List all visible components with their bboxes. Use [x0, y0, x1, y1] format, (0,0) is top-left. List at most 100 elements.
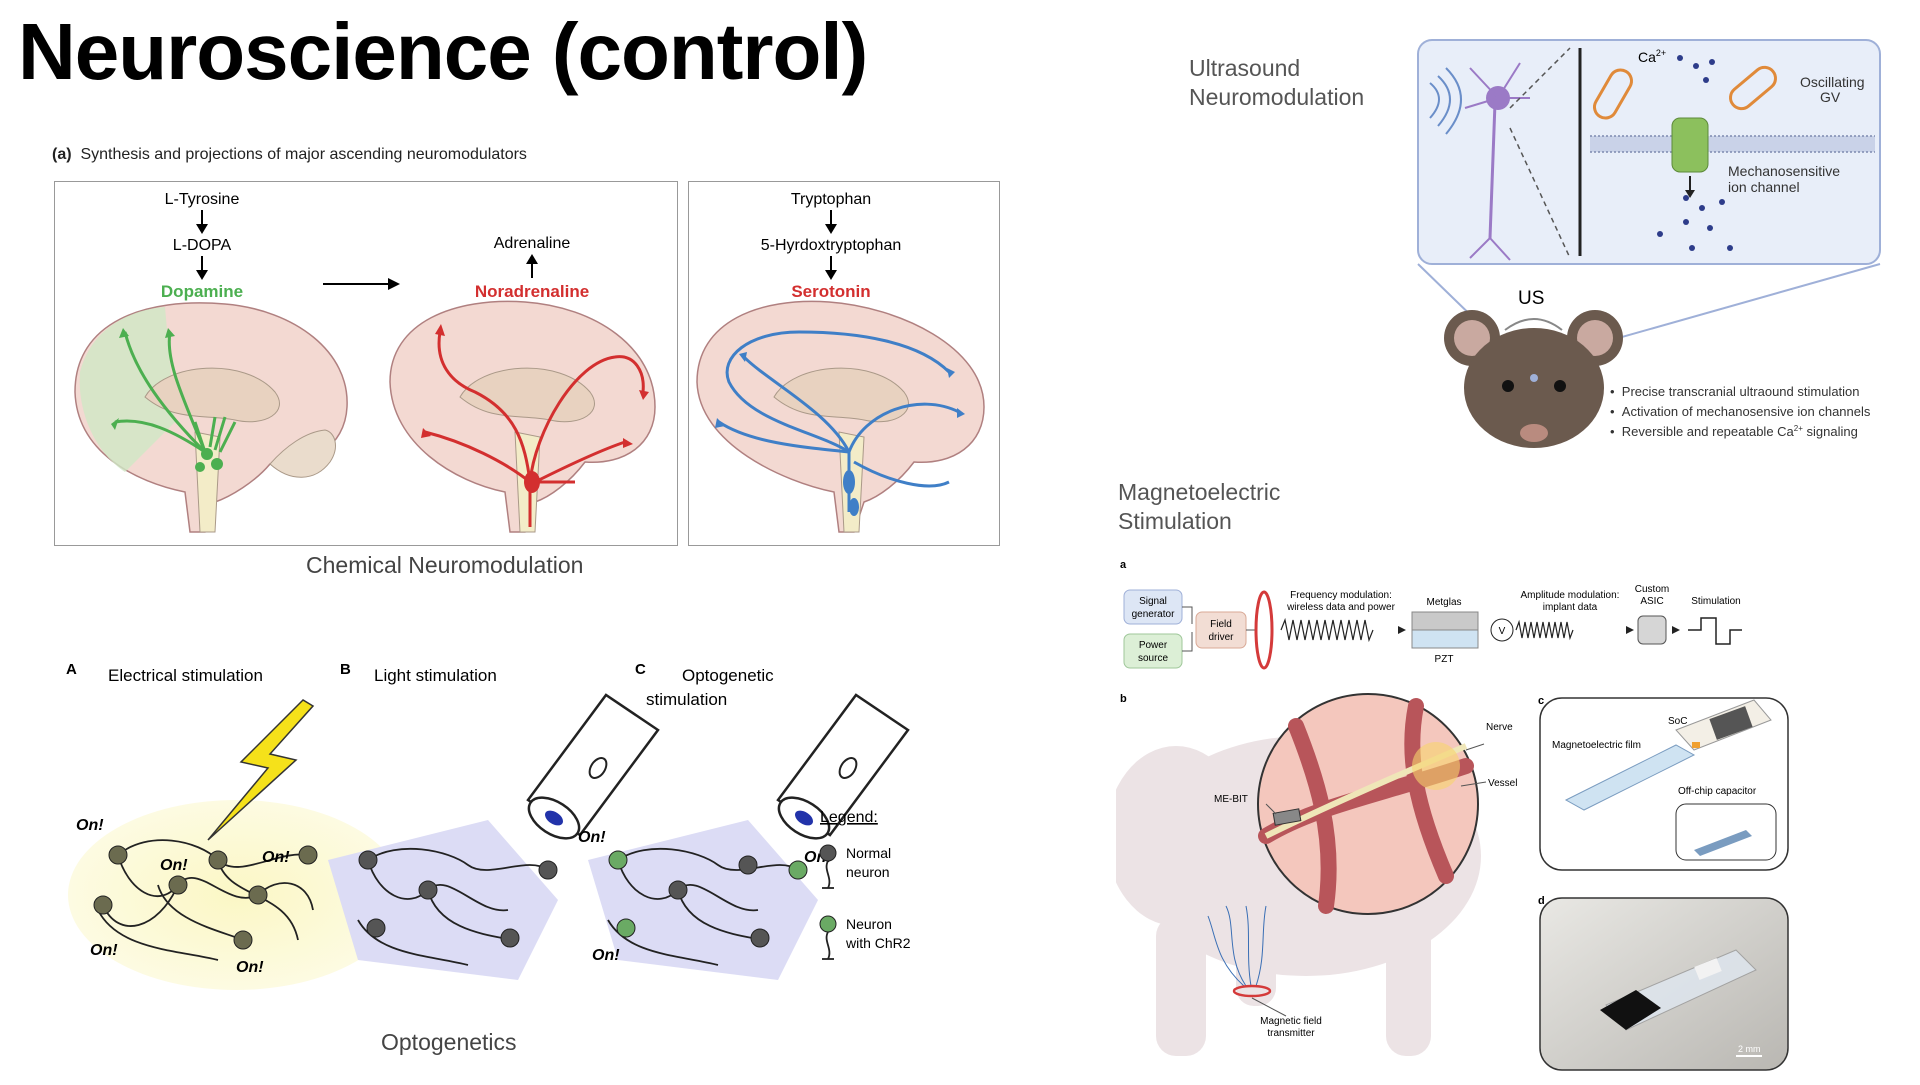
- signal-generator-1: Signal: [1139, 596, 1167, 607]
- chr2-neuron-icon: [819, 915, 837, 933]
- panel-a-label: a: [1120, 559, 1127, 571]
- transmitter-2: transmitter: [1267, 1028, 1315, 1039]
- device-schematic: c SoC Magnetoelectric film Off-chip capa…: [1538, 695, 1789, 871]
- adrenaline-label: Adrenaline: [494, 235, 571, 252]
- bullet-3-sup: 2+: [1794, 424, 1803, 433]
- voltmeter-symbol: V: [1499, 626, 1506, 637]
- l-tyrosine-label: L-Tyrosine: [165, 191, 240, 208]
- stimulation-waveform: [1688, 617, 1742, 645]
- ca-sup: 2+: [1656, 48, 1666, 58]
- arrow-right-icon: [388, 278, 400, 290]
- on-label: On!: [592, 947, 620, 964]
- catecholamine-diagram: L-Tyrosine L-DOPA Dopamine Adrenaline No…: [74, 191, 656, 533]
- freq-mod-2: wireless data and power: [1286, 602, 1396, 613]
- bullet-2-text: Activation of mechanosensive ion channel…: [1622, 404, 1871, 419]
- pzt-label: PZT: [1435, 654, 1454, 665]
- fm-wave: [1280, 617, 1374, 643]
- me-block-diagram: a Signal generator Power source Field dr…: [1120, 559, 1742, 670]
- device-body: [1600, 990, 1661, 1030]
- am-wave: [1515, 619, 1574, 641]
- me-panel-a: a Signal generator Power source Field dr…: [1116, 552, 1786, 677]
- hydroxytryptophan-label: 5-Hyrdoxtryptophan: [761, 237, 902, 254]
- neurons-a: [93, 845, 318, 950]
- coil-icon: [1254, 590, 1274, 670]
- pig-illustration: b Magnetic field transmitter ME-BIT Nerv…: [1106, 693, 1517, 1056]
- on-label: On!: [76, 817, 104, 834]
- bullet-1: • Precise transcranial ultraound stimula…: [1610, 384, 1860, 399]
- amp-mod-2: implant data: [1543, 602, 1598, 613]
- l-dopa-label: L-DOPA: [173, 237, 232, 254]
- serotonin-diagram: Tryptophan 5-Hyrdoxtryptophan Serotonin: [696, 191, 985, 533]
- device-chip: [1694, 958, 1722, 980]
- signal-generator-2: generator: [1132, 609, 1175, 620]
- inset-device: [1694, 830, 1752, 856]
- on-label: On!: [236, 959, 264, 976]
- flashlight-icon: [776, 693, 910, 840]
- power-source-2: source: [1138, 653, 1168, 664]
- channel-label-2: ion channel: [1728, 179, 1800, 195]
- transmitter-1: Magnetic field: [1260, 1016, 1322, 1027]
- tryptophan-label: Tryptophan: [791, 191, 871, 208]
- dopamine-label: Dopamine: [161, 282, 243, 301]
- field-driver-2: driver: [1208, 632, 1234, 643]
- legend-title: Legend:: [820, 809, 878, 826]
- flashlight-icon: [526, 693, 660, 840]
- on-label: On!: [160, 857, 188, 874]
- stimulation-label: Stimulation: [1691, 596, 1740, 607]
- asic-chip-icon: [1637, 615, 1667, 645]
- on-label: On!: [262, 849, 290, 866]
- field-lines: [1207, 905, 1267, 987]
- figure-title: (a) Synthesis and projections of major a…: [52, 146, 527, 164]
- freq-mod-1: Frequency modulation:: [1290, 590, 1392, 601]
- soc-chip: [1709, 706, 1753, 740]
- ion-channel: [1671, 117, 1709, 173]
- me-panel-d: d 2 mm: [1536, 890, 1792, 1072]
- membrane: [1590, 136, 1875, 152]
- soc-label: SoC: [1668, 716, 1687, 727]
- film-label: Magnetoelectric film: [1552, 740, 1641, 751]
- me-panel-c: c SoC Magnetoelectric film Off-chip capa…: [1536, 690, 1792, 872]
- transmitter-coil-icon: [1232, 984, 1272, 998]
- electrical-glow: [68, 800, 404, 990]
- brain-illustration-serotonin: [696, 300, 985, 533]
- metglas-label: Metglas: [1426, 597, 1461, 608]
- arrow-down-icon: [196, 270, 208, 280]
- arrow-down-icon: [825, 224, 837, 234]
- legend-normal-2: neuron: [846, 864, 890, 880]
- field-driver-1: Field: [1210, 619, 1232, 630]
- channel-label-1: Mechanosensitive: [1728, 163, 1840, 179]
- optogenetics-figure: A Electrical stimulation On! On! On! On!…: [58, 650, 958, 990]
- panel-c-letter: C: [635, 661, 646, 678]
- ultrasound-figure: Ca2+ Oscillating GV Mechanosensitive ion…: [1410, 38, 1890, 450]
- me-bit-device: [1272, 808, 1302, 826]
- gas-vesicle: [1729, 65, 1777, 111]
- stimulation-glow: [1412, 742, 1460, 790]
- device-photo: d 2 mm: [1538, 895, 1789, 1071]
- ca-ions: [1657, 55, 1733, 251]
- gv-label-1: Oscillating: [1800, 74, 1865, 90]
- panel-c-label: c: [1538, 695, 1544, 707]
- arrow-right-icon: [1398, 626, 1406, 634]
- bullet-3-text: Reversible and repeatable Ca: [1622, 424, 1795, 439]
- ca-label: Ca2+: [1638, 48, 1666, 65]
- magnetoelectric-label: Magnetoelectric Stimulation: [1118, 479, 1281, 534]
- optogenetics-caption: Optogenetics: [381, 1029, 517, 1055]
- panel-a-letter: A: [66, 661, 77, 678]
- power-source-1: Power: [1139, 640, 1168, 651]
- on-label: On!: [90, 942, 118, 959]
- legend-chr2-2: with ChR2: [845, 935, 911, 951]
- asic-2: ASIC: [1640, 596, 1663, 607]
- capacitor: [1692, 742, 1700, 748]
- mouse-illustration: [1444, 310, 1623, 448]
- ultrasound-diagram: Ca2+ Oscillating GV Mechanosensitive ion…: [1417, 39, 1881, 448]
- legend-normal-1: Normal: [846, 845, 891, 861]
- panel-a-title: Electrical stimulation: [108, 666, 263, 685]
- dopamine-noradrenaline-panel: L-Tyrosine L-DOPA Dopamine Adrenaline No…: [54, 181, 678, 546]
- noradrenaline-label: Noradrenaline: [475, 282, 589, 301]
- metglas-layer: [1411, 611, 1479, 631]
- neurons-b: [358, 850, 558, 948]
- arrow-down-icon: [1685, 190, 1695, 198]
- serotonin-panel: Tryptophan 5-Hyrdoxtryptophan Serotonin: [688, 181, 1000, 546]
- capacitor-label: Off-chip capacitor: [1678, 786, 1757, 797]
- me-panel-b: b Magnetic field transmitter ME-BIT Nerv…: [1106, 686, 1536, 1080]
